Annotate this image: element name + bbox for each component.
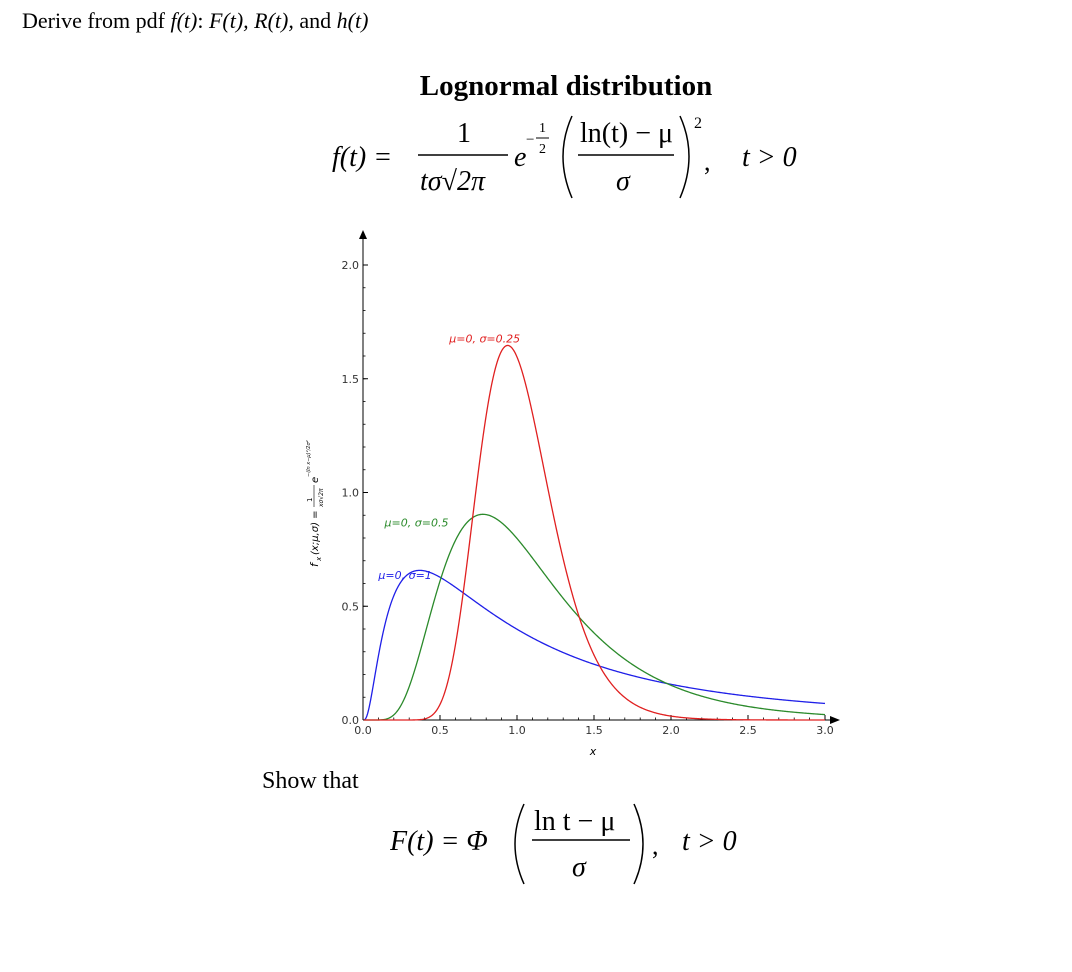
show-that-label: Show that — [262, 768, 359, 794]
y-label-coef: 1 — [306, 498, 314, 502]
series-annotation-1: μ=0, σ=0.5 — [384, 517, 449, 530]
y-label-coef-den: xσ√2π — [318, 488, 325, 508]
pdf-right-paren — [679, 115, 690, 199]
y-axis-label: f x (x;μ,σ) = 1 xσ√2π e −(ln x−μ)²/2σ² — [306, 440, 325, 567]
cdf-comma: , — [652, 831, 659, 860]
pdf-exp-minus: − — [526, 132, 534, 148]
pdf-formula: f(t) = 1 tσ√2π e − 1 2 ln(t) − μ σ 2 , t… — [332, 115, 797, 199]
series-annotation-0: μ=0, σ=0.25 — [448, 332, 520, 345]
pdf-lhs: f(t) = — [332, 142, 392, 173]
pdf-inner-num: ln(t) − μ — [580, 118, 673, 149]
series-line-2 — [363, 344, 825, 721]
heading-Ft: F(t), — [208, 8, 249, 33]
series-line-0 — [363, 569, 826, 721]
cdf-lhs: F(t) = Φ — [390, 826, 488, 857]
y-tick-label-0: 0.0 — [342, 714, 360, 727]
x-tick-label-6: 3.0 — [816, 724, 834, 737]
x-axis-arrow — [830, 716, 840, 724]
page-heading: Derive from pdf f(t): F(t), R(t), and h(… — [22, 8, 368, 34]
cdf-left-paren — [514, 803, 525, 885]
x-tick-label-3: 1.5 — [585, 724, 603, 737]
lognormal-chart: 0.0 0.5 1.0 1.5 2.0 2.5 3.0 0.0 0.5 1.0 1.5 2.0 μ=0… — [306, 230, 840, 758]
x-tick-label-1: 0.5 — [431, 724, 449, 737]
y-tick-label-4: 2.0 — [342, 259, 360, 272]
pdf-e: e — [514, 142, 526, 173]
chart-annotations: μ=0, σ=0.25 μ=0, σ=0.5 μ=0, σ=1 — [377, 332, 520, 582]
y-tick-label-3: 1.5 — [342, 373, 360, 386]
heading-and: and — [293, 8, 337, 33]
chart-ticks: 0.0 0.5 1.0 1.5 2.0 2.5 3.0 0.0 0.5 1.0 1.5 2.0 — [342, 259, 834, 737]
series-line-1 — [363, 513, 826, 721]
y-tick-label-1: 0.5 — [342, 600, 360, 613]
pdf-exp-den: 2 — [539, 142, 546, 157]
x-axis-label: x — [589, 745, 597, 758]
x-tick-label-0: 0.0 — [354, 724, 372, 737]
heading-Rt: R(t), — [248, 8, 294, 33]
pdf-exp-num: 1 — [539, 121, 546, 136]
x-tick-label-2: 1.0 — [508, 724, 526, 737]
cdf-domain: t > 0 — [682, 826, 737, 857]
cdf-formula: F(t) = Φ ln t − μ σ , t > 0 — [390, 803, 737, 885]
pdf-left-paren — [562, 115, 573, 199]
pdf-denominator: tσ√2π — [420, 166, 486, 197]
pdf-comma: , — [704, 147, 711, 176]
chart-axes — [359, 230, 840, 724]
x-tick-label-5: 2.5 — [739, 724, 757, 737]
y-tick-label-2: 1.0 — [342, 487, 360, 500]
cdf-right-paren — [633, 803, 644, 885]
y-label-sub: x — [315, 556, 323, 562]
pdf-inner-den: σ — [616, 166, 631, 197]
pdf-numerator: 1 — [457, 118, 471, 149]
distribution-title: Lognormal distribution — [419, 70, 713, 102]
cdf-inner-num: ln t − μ — [534, 806, 615, 837]
y-label-e: e — [310, 477, 321, 483]
pdf-domain: t > 0 — [742, 142, 797, 173]
cdf-inner-den: σ — [572, 852, 587, 883]
heading-prefix: Derive from pdf — [22, 8, 171, 33]
y-label-args: (x;μ,σ) = — [310, 510, 321, 555]
heading-ht: h(t) — [336, 8, 369, 33]
chart-curves — [363, 344, 826, 721]
series-annotation-2: μ=0, σ=1 — [377, 569, 431, 582]
x-tick-label-4: 2.0 — [662, 724, 680, 737]
y-axis-arrow — [359, 230, 367, 239]
y-label-exp: −(ln x−μ)²/2σ² — [306, 440, 312, 477]
pdf-power: 2 — [694, 115, 702, 132]
heading-ft: f(t) — [170, 8, 198, 33]
heading-colon: : — [197, 8, 209, 33]
y-label-f: f — [308, 561, 321, 567]
